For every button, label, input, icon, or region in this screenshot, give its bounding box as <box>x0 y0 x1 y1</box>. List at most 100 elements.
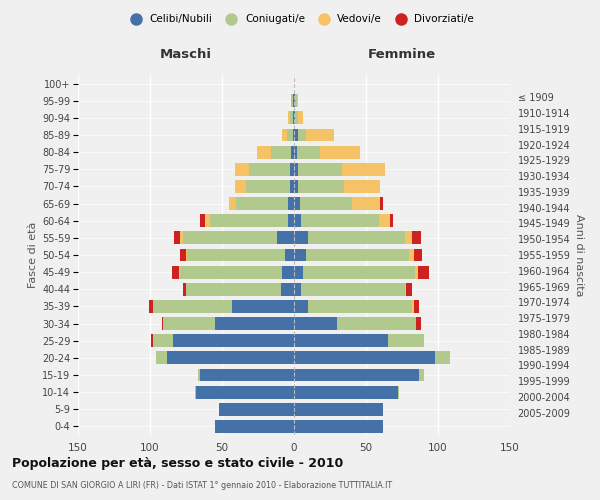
Bar <box>301 214 379 227</box>
Bar <box>153 300 232 313</box>
Bar <box>416 317 421 330</box>
Bar <box>205 214 211 227</box>
Bar <box>236 197 288 210</box>
Bar <box>294 334 388 347</box>
Bar <box>405 232 412 244</box>
Bar <box>388 334 424 347</box>
Bar <box>294 248 305 262</box>
Bar <box>341 163 385 175</box>
Bar <box>294 214 301 227</box>
Bar <box>179 266 180 278</box>
Bar <box>337 317 416 330</box>
Bar <box>286 248 294 262</box>
Bar <box>380 197 383 210</box>
Bar <box>186 248 187 262</box>
Bar <box>291 146 294 158</box>
Bar <box>294 420 383 433</box>
Text: Popolazione per età, sesso e stato civile - 2010: Popolazione per età, sesso e stato civil… <box>12 458 343 470</box>
Bar <box>294 180 298 193</box>
Bar <box>288 197 294 210</box>
Bar <box>271 146 291 158</box>
Bar <box>200 368 294 382</box>
Bar <box>294 128 298 141</box>
Bar <box>172 266 179 278</box>
Bar <box>293 112 294 124</box>
Bar <box>297 146 320 158</box>
Y-axis label: Fasce di età: Fasce di età <box>28 222 38 288</box>
Bar <box>405 283 406 296</box>
Bar <box>415 266 418 278</box>
Bar <box>291 94 293 107</box>
Bar <box>302 266 415 278</box>
Bar <box>418 266 430 278</box>
Bar <box>294 386 398 398</box>
Bar <box>294 300 308 313</box>
Bar <box>294 232 308 244</box>
Bar <box>294 283 301 296</box>
Bar <box>153 334 173 347</box>
Bar <box>283 266 294 278</box>
Bar <box>294 317 337 330</box>
Bar <box>175 232 180 244</box>
Bar <box>229 197 236 210</box>
Bar <box>215 420 294 433</box>
Bar <box>294 266 302 278</box>
Y-axis label: Anni di nascita: Anni di nascita <box>574 214 584 296</box>
Bar <box>163 317 215 330</box>
Bar <box>398 386 399 398</box>
Text: Maschi: Maschi <box>160 48 212 62</box>
Bar <box>294 146 297 158</box>
Bar <box>215 317 294 330</box>
Bar <box>379 214 391 227</box>
Bar <box>294 403 383 415</box>
Bar <box>344 180 380 193</box>
Bar <box>194 386 196 398</box>
Bar <box>281 283 294 296</box>
Bar <box>352 197 380 210</box>
Bar <box>186 283 281 296</box>
Bar <box>391 214 394 227</box>
Bar <box>298 112 302 124</box>
Bar <box>167 352 294 364</box>
Bar <box>294 197 300 210</box>
Bar <box>183 232 277 244</box>
Bar <box>219 403 294 415</box>
Bar <box>180 248 186 262</box>
Bar <box>287 128 293 141</box>
Bar <box>294 112 295 124</box>
Bar <box>293 94 294 107</box>
Bar <box>305 128 334 141</box>
Bar <box>293 128 294 141</box>
Bar <box>183 283 186 296</box>
Bar <box>413 248 422 262</box>
Bar <box>180 266 283 278</box>
Bar <box>247 180 290 193</box>
Bar <box>412 232 421 244</box>
Bar <box>149 300 153 313</box>
Bar <box>294 163 298 175</box>
Bar <box>295 112 298 124</box>
Bar <box>295 94 297 107</box>
Bar <box>297 94 298 107</box>
Bar <box>200 214 205 227</box>
Bar <box>283 128 287 141</box>
Bar <box>235 163 250 175</box>
Bar <box>288 112 290 124</box>
Bar <box>413 300 419 313</box>
Bar <box>290 112 293 124</box>
Bar <box>290 180 294 193</box>
Bar <box>290 163 294 175</box>
Bar <box>320 146 360 158</box>
Bar <box>180 232 183 244</box>
Bar <box>308 232 405 244</box>
Bar <box>151 334 153 347</box>
Bar <box>196 386 294 398</box>
Bar <box>435 352 449 364</box>
Bar <box>298 180 344 193</box>
Bar <box>298 163 341 175</box>
Legend: Celibi/Nubili, Coniugati/e, Vedovi/e, Divorziati/e: Celibi/Nubili, Coniugati/e, Vedovi/e, Di… <box>122 10 478 29</box>
Bar <box>277 232 294 244</box>
Bar <box>173 334 294 347</box>
Bar <box>211 214 288 227</box>
Bar <box>294 352 435 364</box>
